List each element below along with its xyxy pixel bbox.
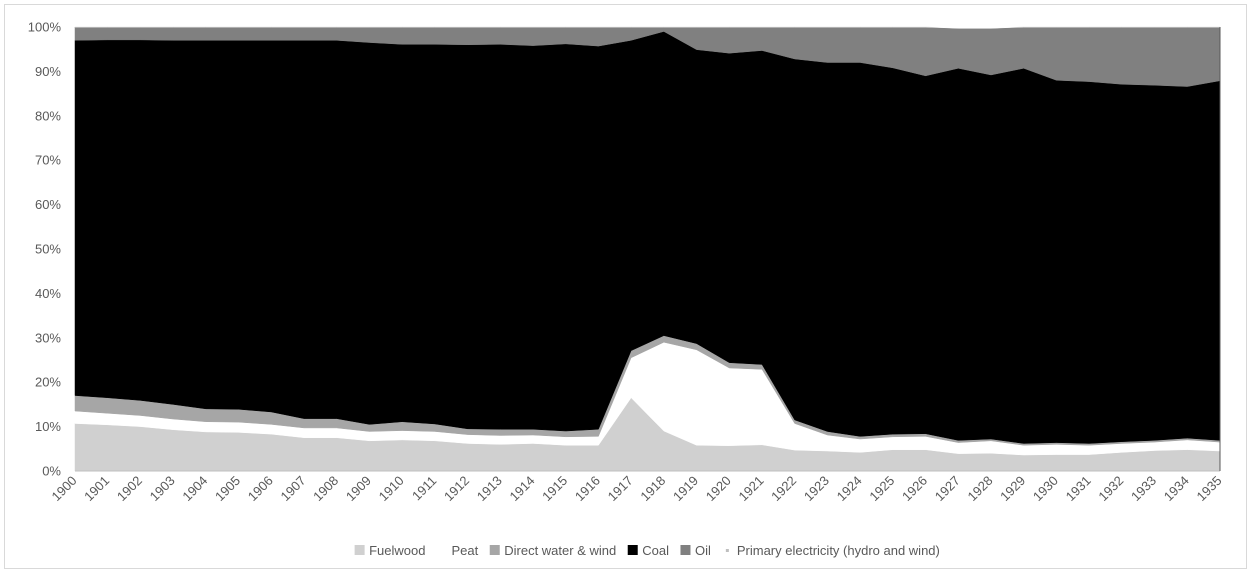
legend-label: Direct water & wind: [504, 543, 616, 558]
x-tick-label: 1920: [703, 473, 734, 504]
x-tick-label: 1911: [409, 473, 439, 503]
y-tick-label: 10%: [35, 419, 61, 434]
x-tick-label: 1925: [866, 473, 897, 504]
legend-swatch: [436, 545, 447, 555]
legend-label: Peat: [451, 543, 478, 558]
x-tick-label: 1934: [1161, 473, 1192, 504]
x-tick-label: 1919: [670, 473, 701, 504]
legend-swatch: [627, 545, 638, 555]
plot-areas: [74, 26, 1221, 472]
x-tick-label: 1933: [1128, 473, 1159, 504]
y-tick-label: 80%: [35, 108, 61, 123]
x-tick-label: 1914: [506, 473, 537, 504]
legend-item-primary-electricity-hydro-and-wind: Primary electricity (hydro and wind): [725, 543, 940, 558]
legend-swatch: [354, 545, 365, 555]
y-tick-labels: 0% 10% 20% 30% 40% 50% 60% 70% 80% 90% 100%: [28, 20, 62, 479]
legend-swatch: [725, 549, 729, 552]
x-tick-label: 1923: [801, 473, 832, 504]
legend-item-direct-water-wind: Direct water & wind: [489, 543, 616, 558]
x-tick-label: 1902: [114, 473, 145, 504]
x-tick-label: 1918: [637, 473, 668, 504]
x-tick-label: 1926: [899, 473, 930, 504]
x-tick-label: 1921: [735, 473, 766, 504]
y-tick-label: 90%: [35, 64, 61, 79]
x-tick-label: 1905: [212, 473, 243, 504]
x-tick-label: 1932: [1095, 473, 1126, 504]
legend-label: Primary electricity (hydro and wind): [737, 543, 940, 558]
x-tick-label: 1930: [1030, 473, 1061, 504]
legend-label: Coal: [642, 543, 669, 558]
x-tick-label: 1929: [997, 473, 1028, 504]
legend-item-peat: Peat: [436, 543, 479, 558]
legend-swatch: [489, 545, 500, 555]
x-tick-label: 1904: [179, 473, 210, 504]
x-tick-label: 1912: [441, 473, 472, 504]
x-tick-label: 1910: [376, 473, 407, 504]
x-tick-labels: 1900 1901 1902 1903 1904 1905 1906 1907 1908 1909…: [48, 473, 1224, 504]
legend-label: Fuelwood: [369, 543, 425, 558]
y-tick-label: 50%: [35, 242, 61, 257]
x-tick-label: 1903: [147, 473, 178, 504]
x-tick-label: 1909: [343, 473, 374, 504]
legend-item-fuelwood: Fuelwood: [354, 543, 425, 558]
x-tick-label: 1908: [310, 473, 341, 504]
x-tick-label: 1913: [474, 473, 505, 504]
legend-item-coal: Coal: [627, 543, 669, 558]
legend: Fuelwood Peat Direct water & wind Coal Oil Pr…: [354, 543, 940, 558]
x-tick-label: 1922: [768, 473, 799, 504]
legend-swatch: [680, 545, 691, 555]
y-tick-label: 30%: [35, 330, 61, 345]
y-tick-label: 20%: [35, 375, 61, 390]
x-tick-label: 1901: [81, 473, 112, 504]
y-tick-label: 0%: [42, 464, 61, 479]
legend-label: Oil: [695, 543, 711, 558]
x-tick-label: 1916: [572, 473, 603, 504]
x-tick-label: 1917: [605, 473, 636, 504]
x-tick-label: 1928: [964, 473, 995, 504]
x-tick-label: 1935: [1193, 473, 1224, 504]
x-tick-label: 1924: [834, 473, 865, 504]
y-tick-label: 40%: [35, 286, 61, 301]
axes: [75, 27, 1221, 472]
x-tick-label: 1907: [277, 473, 308, 504]
area-primary-electricity-hydro-and-wind: [75, 26, 1220, 29]
x-tick-label: 1931: [1063, 473, 1094, 504]
x-tick-label: 1915: [539, 473, 570, 504]
x-tick-label: 1927: [932, 473, 963, 504]
y-tick-label: 60%: [35, 197, 61, 212]
y-tick-label: 100%: [28, 20, 62, 35]
x-tick-label: 1906: [245, 473, 276, 504]
y-tick-label: 70%: [35, 153, 61, 168]
legend-item-oil: Oil: [680, 543, 711, 558]
chart-frame: [4, 4, 1247, 569]
